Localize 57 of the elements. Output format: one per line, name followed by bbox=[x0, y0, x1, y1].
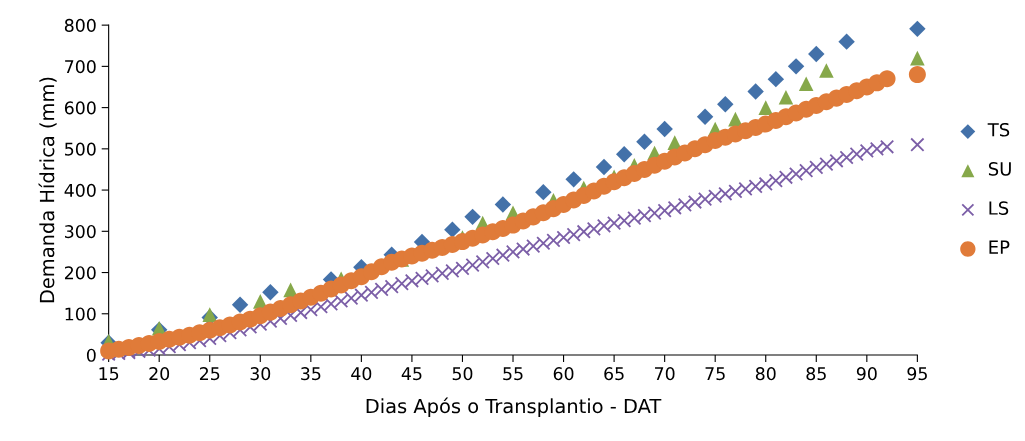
x-tick-label: 80 bbox=[755, 367, 776, 381]
point bbox=[656, 120, 673, 138]
point bbox=[787, 58, 805, 75]
point bbox=[910, 50, 925, 66]
y-tick-label: 600 bbox=[64, 101, 96, 115]
point bbox=[616, 145, 633, 163]
point bbox=[231, 296, 249, 313]
point bbox=[262, 284, 279, 301]
x-tick-label: 60 bbox=[553, 367, 574, 381]
point bbox=[696, 108, 714, 125]
point bbox=[535, 183, 552, 201]
legend-label: SU bbox=[988, 162, 1011, 176]
point bbox=[808, 45, 825, 63]
x-tick-label: 45 bbox=[401, 367, 422, 381]
point bbox=[819, 63, 834, 78]
y-axis-title: Demanda Hídrica (mm) bbox=[38, 77, 57, 303]
point bbox=[758, 100, 774, 115]
point bbox=[909, 20, 926, 38]
x-tick-label: 95 bbox=[907, 367, 927, 381]
y-tick-label: 100 bbox=[65, 307, 96, 321]
x-tick-label: 85 bbox=[806, 367, 826, 381]
y-tick-label: 300 bbox=[65, 225, 96, 239]
point bbox=[636, 133, 653, 151]
x-tick-label: 30 bbox=[250, 367, 271, 381]
x-tick-label: 20 bbox=[149, 367, 170, 381]
x-tick-label: 55 bbox=[503, 367, 523, 381]
point bbox=[838, 33, 855, 50]
x-tick-label: 15 bbox=[99, 367, 119, 381]
point bbox=[494, 196, 512, 213]
x-tick-label: 25 bbox=[199, 367, 220, 381]
y-tick-label: 0 bbox=[86, 348, 96, 362]
point bbox=[747, 83, 764, 100]
y-tick-label: 500 bbox=[65, 142, 96, 156]
x-tick-label: 90 bbox=[856, 367, 877, 381]
y-tick-label: 700 bbox=[65, 60, 96, 74]
point bbox=[464, 208, 481, 226]
point bbox=[798, 76, 814, 91]
x-tick-label: 35 bbox=[301, 367, 321, 381]
x-tick-label: 40 bbox=[351, 367, 372, 381]
x-tick-label: 70 bbox=[655, 367, 675, 381]
x-axis-title: Dias Após o Transplantio - DAT bbox=[366, 397, 662, 418]
y-tick-label: 800 bbox=[64, 18, 96, 32]
point bbox=[717, 96, 734, 113]
point bbox=[565, 171, 582, 188]
point bbox=[202, 307, 218, 322]
legend-label: EP bbox=[989, 240, 1010, 254]
point bbox=[767, 70, 785, 88]
x-tick-label: 75 bbox=[705, 367, 725, 381]
point bbox=[444, 221, 461, 238]
x-tick-label: 65 bbox=[604, 367, 624, 381]
y-tick-label: 200 bbox=[64, 266, 96, 280]
point bbox=[778, 90, 794, 105]
point bbox=[595, 158, 613, 176]
x-tick-label: 50 bbox=[452, 367, 473, 381]
y-tick-label: 400 bbox=[64, 183, 96, 197]
legend-label: TS bbox=[987, 122, 1010, 137]
legend-label: LS bbox=[989, 201, 1009, 215]
